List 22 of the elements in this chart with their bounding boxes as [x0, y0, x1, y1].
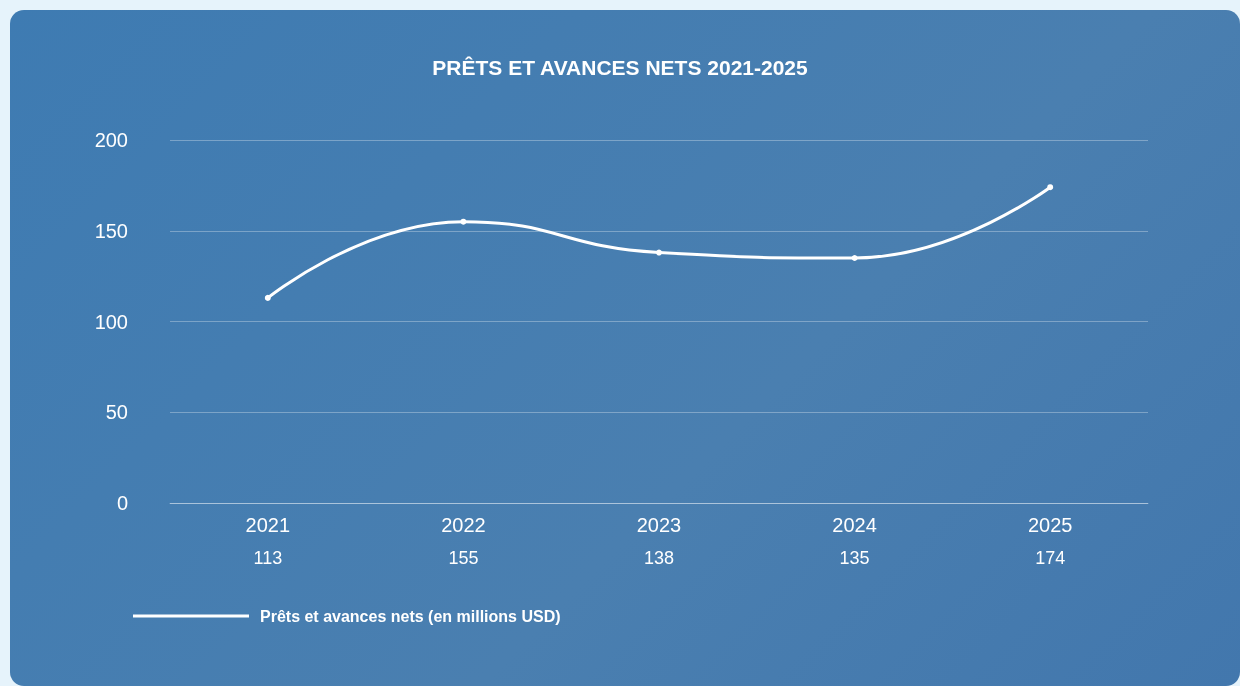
- point: [1047, 184, 1054, 191]
- data-label: 155: [448, 548, 479, 568]
- data-label: 135: [839, 548, 870, 568]
- x-tick-label: 2025: [1027, 514, 1073, 536]
- data-label: 138: [643, 548, 675, 568]
- point: [851, 254, 858, 261]
- y-tick-label: 200: [94, 129, 128, 151]
- y-tick-label: 0: [116, 492, 128, 514]
- point: [264, 294, 271, 301]
- x-tick-label: 2024: [832, 514, 877, 536]
- chart-title: PRÊTS ET AVANCES NETS 2021-2025: [432, 56, 809, 79]
- point: [656, 249, 662, 256]
- y-tick-label: 100: [94, 310, 128, 333]
- x-tick-label: 2021: [245, 514, 291, 536]
- y-tick-label: 150: [94, 219, 128, 242]
- data-label: 174: [1035, 548, 1066, 568]
- x-tick-label: 2023: [636, 514, 682, 536]
- y-tick-label: 50: [105, 401, 128, 424]
- point: [460, 218, 467, 225]
- data-label: 113: [253, 548, 283, 568]
- text: Prêts et avances nets (en millions USD): [260, 607, 561, 625]
- x-tick-label: 2022: [441, 514, 486, 536]
